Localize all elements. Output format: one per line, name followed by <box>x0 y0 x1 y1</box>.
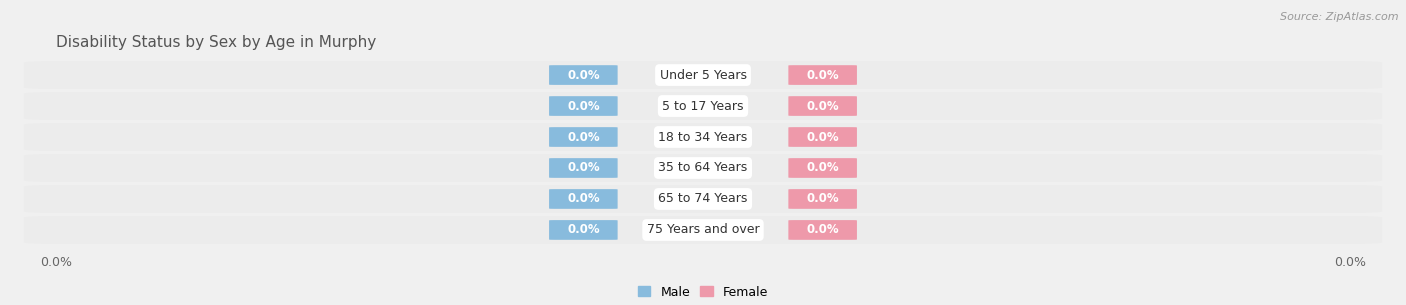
Text: Disability Status by Sex by Age in Murphy: Disability Status by Sex by Age in Murph… <box>56 35 377 50</box>
Text: 75 Years and over: 75 Years and over <box>647 224 759 236</box>
FancyBboxPatch shape <box>789 65 856 85</box>
Text: 0.0%: 0.0% <box>806 99 839 113</box>
Text: 0.0%: 0.0% <box>567 69 600 81</box>
FancyBboxPatch shape <box>24 61 1382 89</box>
FancyBboxPatch shape <box>789 189 856 209</box>
Text: 0.0%: 0.0% <box>806 161 839 174</box>
Text: 18 to 34 Years: 18 to 34 Years <box>658 131 748 144</box>
Text: 5 to 17 Years: 5 to 17 Years <box>662 99 744 113</box>
Text: 0.0%: 0.0% <box>567 224 600 236</box>
FancyBboxPatch shape <box>550 189 617 209</box>
Text: Source: ZipAtlas.com: Source: ZipAtlas.com <box>1281 12 1399 22</box>
Text: 0.0%: 0.0% <box>567 192 600 206</box>
Text: 0.0%: 0.0% <box>806 69 839 81</box>
Text: 65 to 74 Years: 65 to 74 Years <box>658 192 748 206</box>
Legend: Male, Female: Male, Female <box>638 285 768 299</box>
FancyBboxPatch shape <box>550 127 617 147</box>
FancyBboxPatch shape <box>24 123 1382 151</box>
FancyBboxPatch shape <box>789 220 856 240</box>
FancyBboxPatch shape <box>24 154 1382 182</box>
FancyBboxPatch shape <box>789 158 856 178</box>
FancyBboxPatch shape <box>550 65 617 85</box>
FancyBboxPatch shape <box>789 96 856 116</box>
Text: 0.0%: 0.0% <box>567 99 600 113</box>
Text: 0.0%: 0.0% <box>567 161 600 174</box>
Text: Under 5 Years: Under 5 Years <box>659 69 747 81</box>
Text: 0.0%: 0.0% <box>806 192 839 206</box>
FancyBboxPatch shape <box>24 216 1382 244</box>
Text: 0.0%: 0.0% <box>806 131 839 144</box>
FancyBboxPatch shape <box>550 158 617 178</box>
Text: 0.0%: 0.0% <box>806 224 839 236</box>
FancyBboxPatch shape <box>789 127 856 147</box>
FancyBboxPatch shape <box>550 96 617 116</box>
FancyBboxPatch shape <box>24 185 1382 213</box>
Text: 35 to 64 Years: 35 to 64 Years <box>658 161 748 174</box>
Text: 0.0%: 0.0% <box>567 131 600 144</box>
FancyBboxPatch shape <box>24 92 1382 120</box>
FancyBboxPatch shape <box>550 220 617 240</box>
